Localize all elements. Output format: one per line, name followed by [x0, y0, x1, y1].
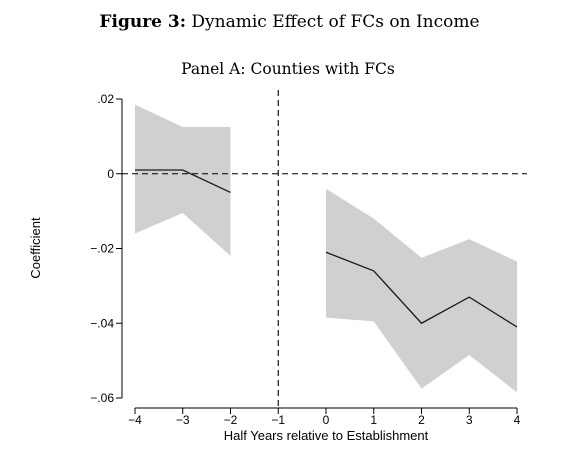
figure-title: Figure 3: Dynamic Effect of FCs on Incom…	[0, 12, 579, 32]
y-tick-label: −.02	[90, 242, 114, 256]
y-tick-label: .02	[97, 92, 114, 106]
x-tick-label: −4	[128, 413, 142, 427]
x-tick-label: 4	[514, 413, 521, 427]
y-tick-label: 0	[107, 167, 114, 181]
y-tick-label: −.06	[90, 391, 114, 405]
y-tick-label: −.04	[90, 316, 114, 330]
x-tick-label: −1	[271, 413, 285, 427]
x-tick-label: 1	[370, 413, 377, 427]
ci-band-post	[326, 188, 517, 393]
coefficient-line-pre	[135, 169, 231, 194]
coefficient-line-post	[325, 251, 518, 328]
figure-label: Figure 3:	[99, 12, 186, 32]
x-tick-label: −2	[224, 413, 238, 427]
x-tick-label: 2	[418, 413, 425, 427]
y-axis-title: Coefficient	[28, 217, 43, 279]
x-axis-title: Half Years relative to Establishment	[224, 428, 429, 443]
x-tick-label: 3	[466, 413, 473, 427]
figure-title-text: Dynamic Effect of FCs on Income	[191, 12, 480, 32]
x-tick-label: 0	[323, 413, 330, 427]
panel-title: Panel A: Counties with FCs	[181, 60, 395, 78]
ci-band-pre	[135, 104, 231, 256]
x-tick-label: −3	[176, 413, 190, 427]
